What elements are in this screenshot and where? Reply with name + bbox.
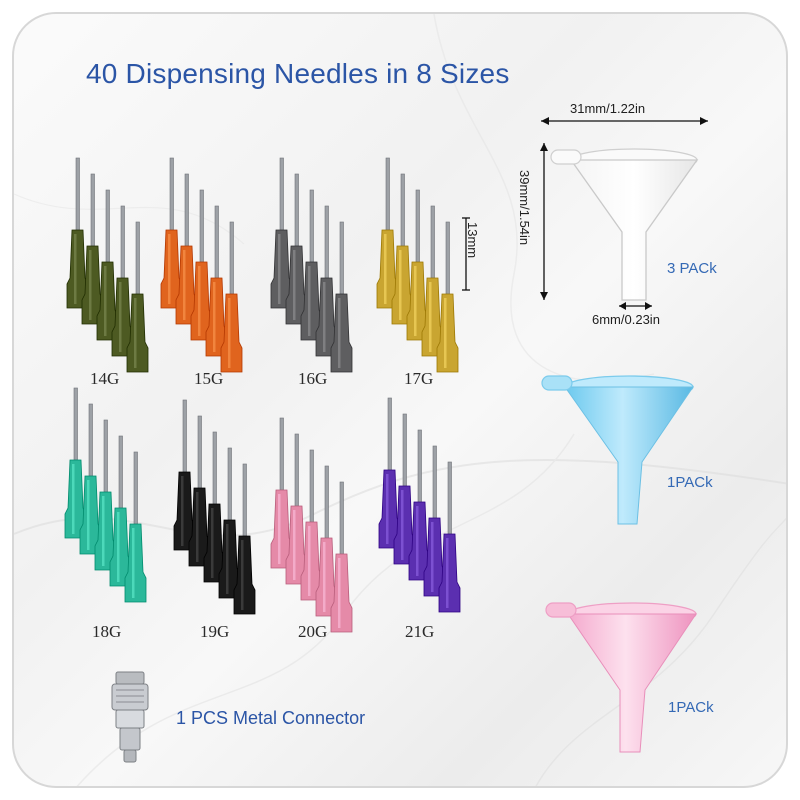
needle-hub-highlight [414,266,417,336]
needle-hub-highlight [183,250,186,320]
needle-hub-highlight [399,250,402,320]
gauge-label-17g: 17G [404,369,434,388]
clear-funnel-pack-label: 3 PACk [667,260,717,277]
needle-group-19g [173,399,256,615]
needle-hub-highlight [416,506,419,576]
needle-hub-highlight [104,266,107,336]
needle-hub-highlight [196,492,199,562]
needle-hub-highlight [119,282,122,352]
pink-funnel [545,602,697,753]
needle-hub-highlight [338,558,341,628]
needle-hub-highlight [228,298,231,368]
needle-hub-highlight [293,250,296,320]
needle-hub-highlight [117,512,120,582]
needle-hub-highlight [181,476,184,546]
needle-hub-highlight [211,508,214,578]
needle-hub-highlight [134,298,137,368]
needle-hub-highlight [323,282,326,352]
blue-funnel [541,375,694,525]
needle-hub-highlight [444,298,447,368]
needle-group-20g [270,417,353,633]
needle-hub-highlight [323,542,326,612]
needle-hub-highlight [308,526,311,596]
needle-hub-highlight [87,480,90,550]
needle-group-16g [270,157,353,373]
needle-hub-highlight [198,266,201,336]
gauge-label-19g: 19G [200,622,230,641]
needle-hub [330,553,353,633]
needle-hub-highlight [132,528,135,598]
needle-hub-highlight [278,494,281,564]
needle-group-21g [378,397,461,613]
needle-hub [330,293,353,373]
gauge-label-14g: 14G [90,369,120,388]
needle-group-15g [160,157,243,373]
needle-hub-highlight [308,266,311,336]
funnel-spout-label: 6mm/0.23in [592,312,660,327]
needle-group-18g [64,387,147,603]
needle-hub-highlight [74,234,77,304]
gauge-label-20g: 20G [298,622,328,641]
needle-hub [124,523,147,603]
needle-hub-highlight [431,522,434,592]
page-title: 40 Dispensing Needles in 8 Sizes [86,58,510,89]
gauge-label-18g: 18G [92,622,122,641]
needle-hub-highlight [278,234,281,304]
needle-hub-highlight [102,496,105,566]
needle-hub-highlight [429,282,432,352]
funnel-height-label: 39mm/1.54in [517,170,532,246]
needle-hub [438,533,461,613]
needle-hub-highlight [401,490,404,560]
needle-group-14g [66,157,149,373]
gauge-label-21g: 21G [405,622,435,641]
needle-hub-highlight [384,234,387,304]
needle-hub [126,293,149,373]
needle-hub-highlight [293,510,296,580]
blue-funnel-pack-label: 1PACk [667,474,713,491]
needle-hub [220,293,243,373]
needle-hub [233,535,256,615]
gauge-label-16g: 16G [298,369,328,388]
connector-label: 1 PCS Metal Connector [176,708,366,728]
metal-connector [111,671,149,763]
needle-hub-highlight [241,540,244,610]
clear-funnel [550,148,699,301]
needle-group-17g [376,157,459,373]
needle-hub-highlight [338,298,341,368]
needle-hub-highlight [226,524,229,594]
funnel-width-label: 31mm/1.22in [570,101,646,116]
needle-hub-highlight [446,538,449,608]
needle-hub-highlight [213,282,216,352]
pink-funnel-pack-label: 1PACk [668,699,714,716]
needle-hub [436,293,459,373]
needle-hub-highlight [168,234,171,304]
needle-hub-highlight [72,464,75,534]
needle-hub-highlight [386,474,389,544]
needle-hub-highlight [89,250,92,320]
gauge-label-15g: 15G [194,369,224,388]
